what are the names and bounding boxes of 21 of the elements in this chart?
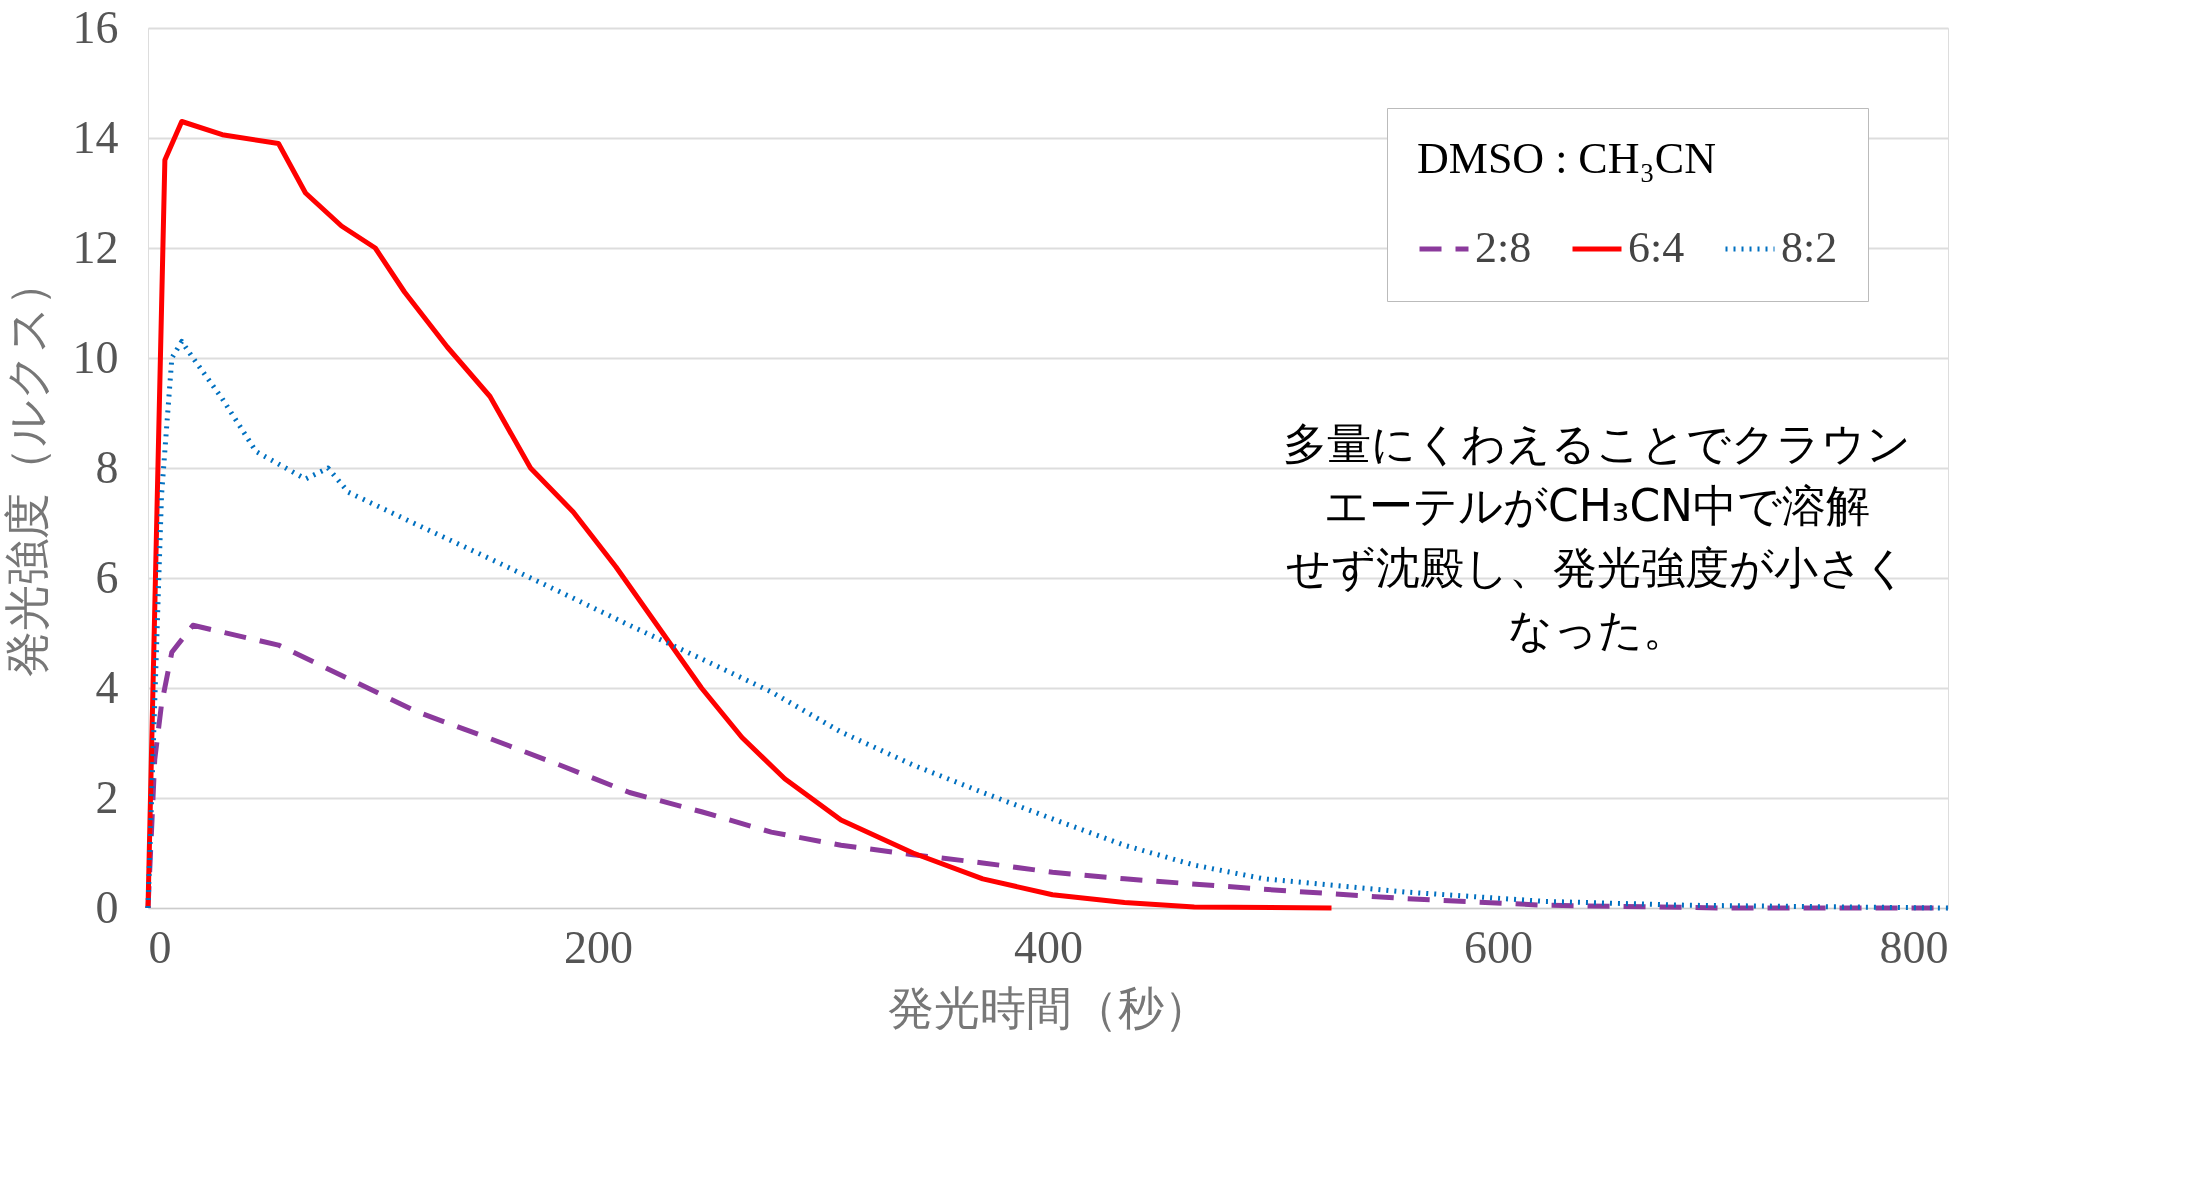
x-tick-label: 800 bbox=[1879, 921, 1949, 973]
y-tick-label: 12 bbox=[72, 221, 119, 273]
y-tick-label: 6 bbox=[95, 551, 119, 603]
y-tick-label: 8 bbox=[95, 441, 119, 493]
x-tick-label: 0 bbox=[148, 921, 172, 973]
y-tick-label: 14 bbox=[72, 111, 119, 163]
y-tick-label: 10 bbox=[72, 331, 119, 383]
x-axis-title: 発光時間（秒） bbox=[887, 980, 1210, 1035]
annotation: 多量にくわえることでクラウンエーテルがCH₃CN中で溶解せず沈殿し、発光強度が小さくなった。 bbox=[1283, 418, 1911, 655]
legend-label: 2:8 bbox=[1475, 223, 1532, 272]
x-tick-label: 400 bbox=[1014, 921, 1083, 973]
y-tick-label: 2 bbox=[95, 771, 119, 823]
x-tick-label: 200 bbox=[564, 921, 633, 973]
legend-label: 8:2 bbox=[1781, 223, 1838, 272]
y-tick-label: 16 bbox=[72, 1, 119, 53]
legend-label: 6:4 bbox=[1628, 223, 1685, 272]
x-tick-label: 600 bbox=[1464, 921, 1533, 973]
y-axis-title: 発光強度（ルクス） bbox=[0, 260, 54, 677]
legend-title: DMSO : CH₃CN bbox=[1417, 134, 1716, 183]
y-tick-label: 4 bbox=[95, 661, 119, 713]
y-tick-label: 0 bbox=[95, 881, 119, 933]
